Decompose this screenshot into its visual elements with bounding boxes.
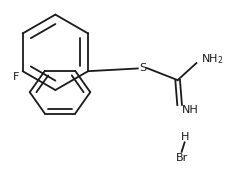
Text: S: S: [139, 63, 146, 73]
Text: NH: NH: [182, 105, 199, 115]
Text: H: H: [180, 132, 189, 142]
Text: NH$_2$: NH$_2$: [201, 52, 223, 66]
Text: Br: Br: [176, 153, 188, 163]
Text: F: F: [12, 72, 19, 82]
